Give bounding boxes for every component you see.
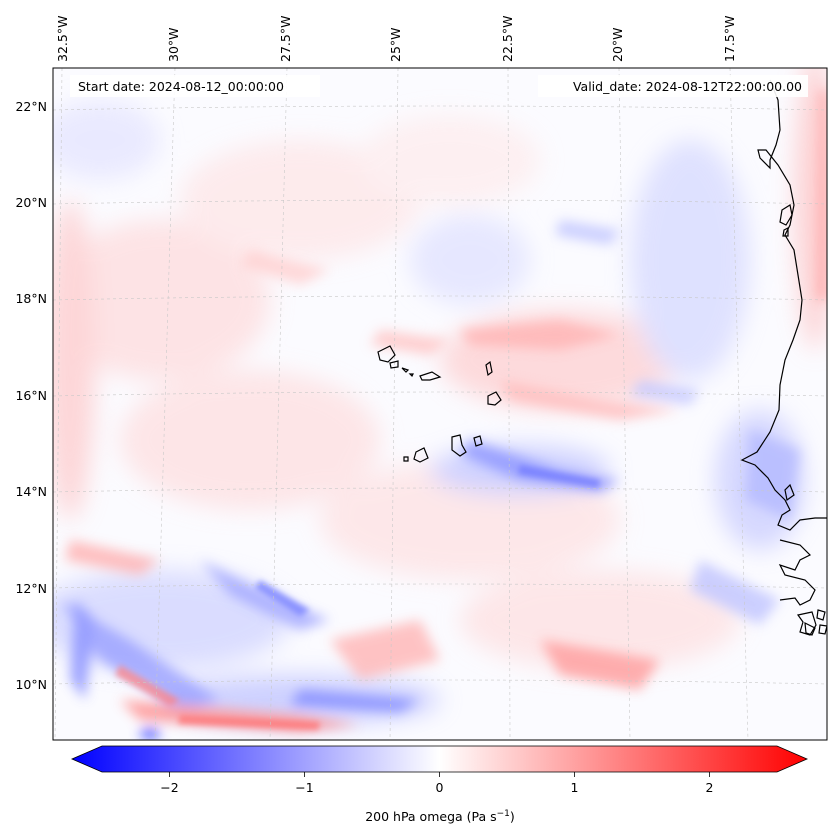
colorbar: −2 −1 0 1 2 200 hPa omega (Pa s−1) [70, 745, 809, 824]
start-date-text: Start date: 2024-08-12_00:00:00 [78, 79, 284, 94]
valid-date-text: Valid_date: 2024-08-12T22:00:00.00 [573, 79, 802, 94]
lon-label: 17.5°W [722, 16, 737, 62]
colorbar-ticks: −2 −1 0 1 2 [160, 772, 713, 795]
start-date-annotation: Start date: 2024-08-12_00:00:00 [70, 75, 320, 97]
lat-label: 20°N [15, 195, 47, 210]
colorbar-tick-label: −1 [295, 780, 313, 795]
colorbar-tick-label: 0 [436, 780, 444, 795]
lat-label: 16°N [15, 388, 47, 403]
colorbar-tick-label: −2 [160, 780, 178, 795]
colorbar-body [70, 745, 809, 773]
omega-field [53, 68, 827, 740]
colorbar-label: 200 hPa omega (Pa s−1) [365, 809, 515, 824]
lat-label: 18°N [15, 291, 47, 306]
lon-label: 20°W [610, 27, 625, 62]
colorbar-tick-label: 2 [706, 780, 714, 795]
valid-date-annotation: Valid_date: 2024-08-12T22:00:00.00 [538, 75, 808, 97]
lat-label: 14°N [15, 484, 47, 499]
lat-labels: 22°N 20°N 18°N 16°N 14°N 12°N 10°N [15, 99, 47, 692]
lon-label: 27.5°W [278, 16, 293, 62]
islands [377, 345, 502, 463]
lon-labels: 32.5°W 30°W 27.5°W 25°W 22.5°W 20°W 17.5… [55, 16, 737, 62]
map-gridlines [53, 68, 827, 740]
map-frame [52, 67, 828, 741]
lon-label: 25°W [388, 27, 403, 62]
lat-label: 22°N [15, 99, 47, 114]
coastline [740, 79, 827, 636]
lon-label: 32.5°W [55, 16, 70, 62]
lon-label: 30°W [166, 27, 181, 62]
lat-label: 12°N [15, 581, 47, 596]
colorbar-tick-label: 1 [571, 780, 579, 795]
lon-label: 22.5°W [500, 16, 515, 62]
lat-label: 10°N [15, 677, 47, 692]
